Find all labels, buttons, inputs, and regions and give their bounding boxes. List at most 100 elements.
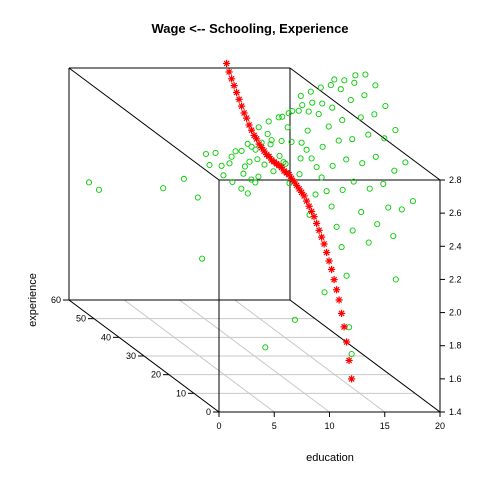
observed-point (372, 82, 379, 89)
observed-point (385, 204, 392, 211)
observed-point (304, 127, 311, 134)
observed-point (349, 227, 356, 234)
observed-point (325, 123, 332, 130)
observed-point (305, 108, 312, 115)
fitted-point (313, 219, 321, 228)
observed-point (229, 178, 236, 186)
observed-point (248, 176, 255, 183)
observed-point (202, 150, 209, 158)
observed-point (241, 163, 248, 170)
observed-point (390, 233, 397, 240)
fitted-point (310, 213, 318, 221)
box-edge (68, 67, 220, 181)
observed-point (252, 146, 259, 153)
observed-point (337, 86, 344, 93)
observed-point (218, 162, 225, 169)
observed-point (371, 111, 378, 118)
observed-point (255, 124, 262, 131)
y-tick-label: 30 (126, 351, 136, 361)
observed-point (359, 160, 366, 167)
observed-point (244, 190, 251, 197)
z-tick-label: 2.2 (449, 274, 462, 284)
observed-point (318, 174, 325, 181)
fitted-point (320, 240, 328, 248)
observed-point (238, 185, 245, 192)
floor-grid-line-x (179, 299, 330, 413)
fitted-point (248, 126, 256, 134)
observed-point (348, 350, 355, 358)
observed-point (335, 137, 342, 144)
observed-point (321, 289, 328, 296)
observed-point (347, 96, 354, 104)
fitted-point (225, 68, 233, 76)
observed-point (160, 185, 167, 192)
observed-point (226, 160, 233, 167)
fitted-point (328, 265, 336, 274)
fitted-point (348, 375, 356, 383)
observed-point (276, 152, 283, 159)
z-tick-label: 2.8 (449, 175, 462, 185)
observed-point (199, 255, 206, 262)
observed-point (319, 143, 326, 150)
z-axis-ticks: 1.4 1.6 1.8 2.0 2.2 2.4 2.6 2.8 (440, 175, 462, 417)
observed-point (374, 221, 381, 228)
fitted-point (325, 257, 333, 265)
observed-point (289, 107, 296, 114)
observed-point (357, 114, 364, 121)
fitted-point (223, 59, 231, 68)
observed-point (244, 140, 251, 147)
observed-point (284, 124, 291, 131)
y-axis-ticks: 0 10 20 30 40 50 60 (51, 295, 219, 417)
fitted-point (333, 286, 341, 294)
fitted-point (243, 114, 251, 122)
observed-point (352, 72, 359, 79)
observed-point (382, 102, 389, 110)
observed-point (275, 114, 282, 121)
observed-point (220, 172, 227, 179)
box-edge (289, 299, 441, 413)
observed-point (380, 180, 387, 187)
fitted-point (245, 121, 253, 129)
x-tick-label: 20 (435, 421, 445, 431)
observed-point (365, 131, 372, 138)
observed-point (298, 139, 305, 146)
fitted-point (230, 82, 238, 90)
observed-point (339, 186, 346, 193)
observed-point (291, 316, 298, 323)
y-tick-label: 50 (76, 314, 86, 324)
observed-point (212, 149, 219, 157)
observed-point (307, 88, 314, 95)
x-tick-label: 10 (324, 421, 334, 431)
observed-point (262, 344, 269, 351)
observed-point (282, 160, 289, 167)
z-tick-label: 1.4 (449, 407, 462, 417)
observed-point (297, 92, 304, 99)
observed-point (392, 276, 399, 283)
fitted-point (290, 178, 298, 186)
observed-point (248, 143, 255, 150)
observed-point (327, 82, 334, 89)
observed-point (278, 137, 285, 145)
fitted-point (330, 276, 338, 284)
observed-point (362, 71, 369, 78)
observed-point (268, 137, 275, 144)
chart-title: Wage <-- Schooling, Experience (151, 21, 348, 36)
observed-point (255, 173, 262, 180)
y-tick-label: 40 (101, 332, 111, 342)
observed-point (361, 92, 368, 99)
observed-point (366, 185, 373, 192)
observed-point (261, 161, 268, 168)
observed-point (329, 104, 336, 111)
observed-point (228, 153, 235, 160)
observed-point (372, 153, 379, 160)
fitted-point (238, 102, 246, 110)
observed-point (279, 113, 286, 120)
fitted-point (300, 192, 308, 200)
fitted-point (228, 75, 236, 83)
plot-box (68, 67, 441, 413)
observed-point (343, 156, 350, 163)
fitted-point (305, 202, 313, 210)
observed-point (339, 117, 346, 124)
x-tick-label: 15 (380, 421, 390, 431)
